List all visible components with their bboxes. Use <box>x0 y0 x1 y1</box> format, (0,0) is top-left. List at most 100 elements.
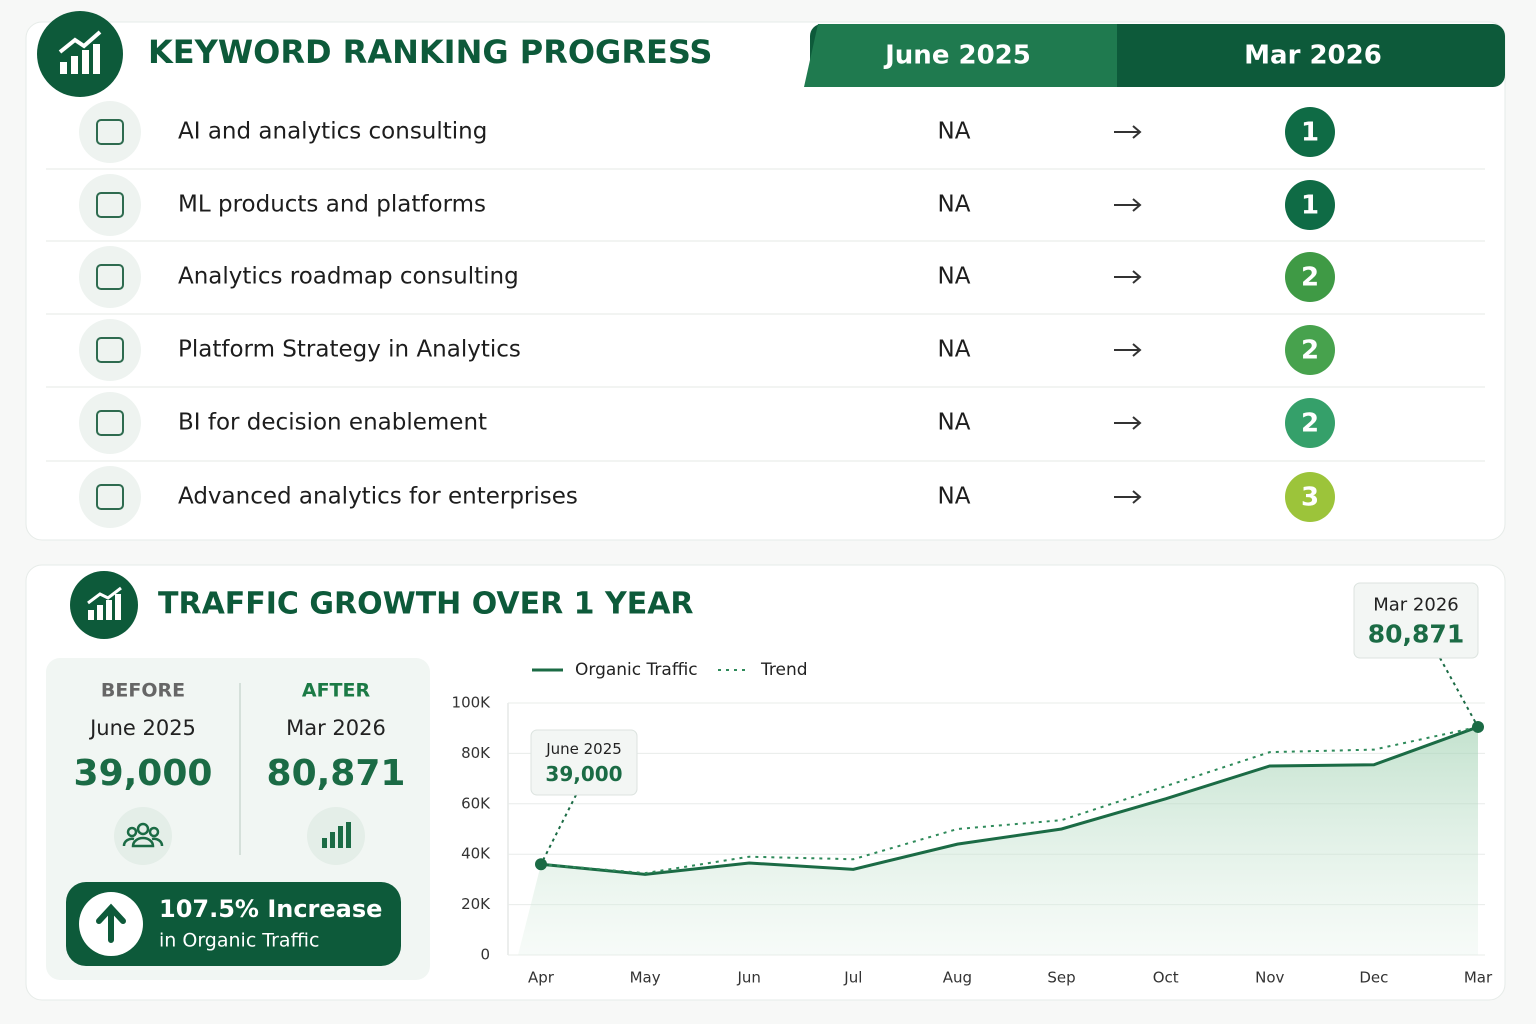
rank-before: NA <box>938 484 971 510</box>
arrow <box>1114 270 1142 284</box>
arrow <box>1114 343 1142 357</box>
row-icon-glyph <box>96 410 124 436</box>
arrow <box>1114 416 1142 430</box>
area <box>518 726 1478 955</box>
keyword: AI and analytics consulting <box>178 119 487 145</box>
table-title: KEYWORD RANKING PROGRESS <box>148 33 712 71</box>
row-icon <box>79 466 141 528</box>
series-line <box>540 725 1479 876</box>
row-icon <box>79 101 141 163</box>
keyword: Analytics roadmap consulting <box>178 264 519 290</box>
rank-badge <box>1285 325 1335 375</box>
row-icon-glyph <box>96 119 124 145</box>
row-icon-glyph <box>96 192 124 218</box>
annotation-value: 80,871 <box>1368 620 1464 649</box>
after-icon <box>307 807 365 865</box>
annotation-leader <box>540 794 577 865</box>
col-after-header: Mar 2026 <box>1244 41 1382 71</box>
rank-before: NA <box>938 410 971 436</box>
row-icon-glyph <box>96 337 124 363</box>
annotation-box <box>530 729 638 796</box>
keyword: Platform Strategy in Analytics <box>178 337 521 363</box>
increase-badge <box>66 882 401 966</box>
keyword: Advanced analytics for enterprises <box>178 484 578 510</box>
before-label: BEFORE <box>101 680 185 702</box>
rank-badge <box>1285 180 1335 230</box>
rank-badge <box>1285 107 1335 157</box>
row-icon <box>79 392 141 454</box>
rank-badge <box>1285 472 1335 522</box>
row-icon-glyph <box>96 484 124 510</box>
row-icon <box>79 174 141 236</box>
y-tick-label: 40K <box>461 845 491 863</box>
after-date: Mar 2026 <box>286 716 386 740</box>
header-icon <box>37 11 123 97</box>
annotation-value: 39,000 <box>545 762 622 786</box>
increase-arrow <box>96 903 126 943</box>
rank-before: NA <box>938 264 971 290</box>
y-tick-label: 20K <box>461 895 491 913</box>
before-value: 39,000 <box>74 753 213 794</box>
x-tick-label: Dec <box>1359 969 1388 987</box>
x-tick-label: Jul <box>843 969 862 987</box>
rank-before: NA <box>938 192 971 218</box>
legend-label: Trend <box>760 660 808 680</box>
header-icon-glyph <box>58 30 102 74</box>
chart: 0 20K 40K 60K 80K 100K Apr May Jun Jul Aug Sep Oct No… <box>452 582 1493 987</box>
y-tick-label: 0 <box>480 946 490 964</box>
keyword: ML products and platforms <box>178 192 486 218</box>
rank-after: 2 <box>1301 336 1319 366</box>
row-icon <box>79 319 141 381</box>
row-icon-glyph <box>96 264 124 290</box>
annotation-box <box>1353 582 1479 659</box>
after-value: 80,871 <box>267 753 406 794</box>
after-label: AFTER <box>302 680 371 702</box>
before-icon <box>114 807 172 865</box>
legend-label: Organic Traffic <box>575 660 698 680</box>
rank-after: 2 <box>1301 263 1319 293</box>
traffic-title: TRAFFIC GROWTH OVER 1 YEAR <box>158 587 694 622</box>
rows: AI and analytics consulting NA 1 ML product… <box>46 101 1485 528</box>
rank-before: NA <box>938 337 971 363</box>
increase-sub: in Organic Traffic <box>159 930 319 952</box>
col-before-header: June 2025 <box>883 41 1031 71</box>
keyword: BI for decision enablement <box>178 410 487 436</box>
rank-after: 1 <box>1301 118 1319 148</box>
rank-before: NA <box>938 119 971 145</box>
row-icon <box>79 246 141 308</box>
y-tick-label: 60K <box>461 794 491 812</box>
annotation-date: June 2025 <box>545 740 622 758</box>
arrow <box>1114 490 1142 504</box>
y-tick-label: 80K <box>461 744 491 762</box>
traffic-icon-glyph <box>87 586 122 620</box>
x-tick-label: May <box>630 969 661 987</box>
keyword-card <box>25 21 1506 541</box>
arrow <box>1114 198 1142 212</box>
x-tick-label: Nov <box>1255 969 1284 987</box>
annotation-leader <box>1439 657 1479 728</box>
rank-badge <box>1285 252 1335 302</box>
before-date: June 2025 <box>88 716 196 740</box>
x-tick-label: Oct <box>1153 969 1179 987</box>
annotation-date: Mar 2026 <box>1373 595 1459 616</box>
series-line <box>540 725 1479 875</box>
y-tick-label: 100K <box>452 694 492 712</box>
header-before-col <box>804 24 1117 87</box>
after-icon-glyph <box>322 822 351 848</box>
rank-after: 3 <box>1301 483 1319 513</box>
x-tick-label: Sep <box>1047 969 1075 987</box>
x-tick-label: Apr <box>528 969 555 987</box>
before-icon-glyph <box>122 822 164 848</box>
x-tick-label: Mar <box>1464 969 1493 987</box>
traffic-icon <box>70 571 138 639</box>
x-tick-label: Jun <box>737 969 761 987</box>
increase-text: 107.5% Increase <box>159 895 382 923</box>
rank-after: 2 <box>1301 409 1319 439</box>
rank-after: 1 <box>1301 191 1319 221</box>
rank-badge <box>1285 398 1335 448</box>
arrow <box>1114 125 1142 139</box>
x-tick-label: Aug <box>943 969 972 987</box>
